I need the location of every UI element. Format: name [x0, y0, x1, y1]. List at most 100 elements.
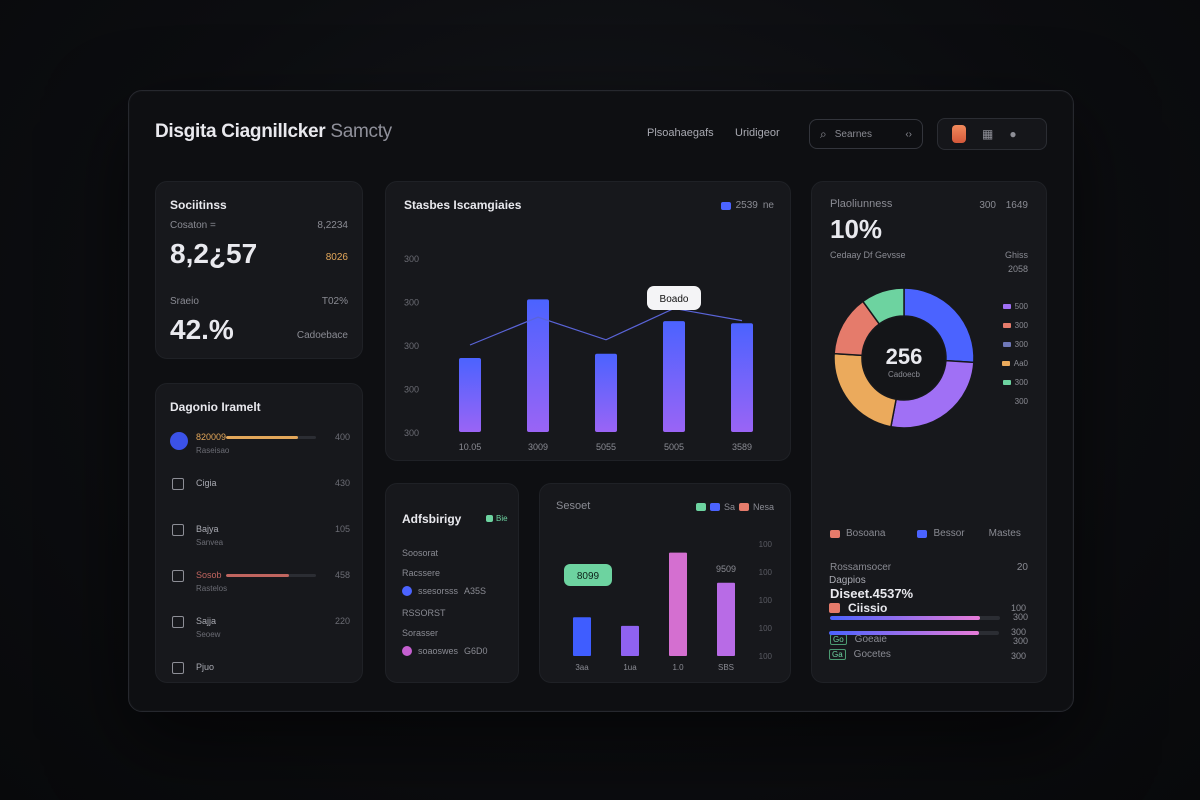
- y-tick-label: 100: [759, 540, 773, 549]
- list-item-sub: Sanvea: [196, 538, 224, 547]
- disk-badge: Go: [830, 634, 847, 645]
- list-item-progress: [226, 574, 316, 577]
- folder-icon: [172, 570, 184, 582]
- peak-label: 9509: [716, 564, 736, 574]
- list-item[interactable]: Pjuo: [170, 662, 350, 692]
- y-tick-label: 300: [404, 385, 419, 395]
- bell-icon[interactable]: ●: [1009, 127, 1017, 141]
- x-tick-label: SBS: [718, 663, 734, 672]
- activity-item-1-icon: [402, 586, 412, 596]
- tooltip-label: 8099: [577, 571, 600, 582]
- list-item-label: Sosob: [196, 570, 222, 580]
- small-legend-2: Nesa: [752, 502, 774, 512]
- summary-card: Sociitinss Cosaton = 8,2234 8,2¿57 8026 …: [155, 181, 363, 359]
- legend-swatch: [720, 201, 731, 210]
- deg-sub-label: Gocetes: [853, 649, 891, 660]
- bar: [595, 353, 617, 432]
- list-item-value: 105: [334, 524, 350, 534]
- legend-tail: ne: [762, 200, 774, 211]
- metric1-right-top: 8,2234: [317, 220, 348, 231]
- metric2-value: 42.%: [170, 314, 234, 345]
- deg-item[interactable]: Ciissio: [829, 601, 887, 615]
- main-chart-card: Stasbes Iscamgiaies 2539 ne 300 300 300 300…: [385, 181, 791, 461]
- donut-legend-swatch: [1002, 304, 1011, 309]
- donut-legend-item: 300: [1003, 397, 1028, 406]
- app-title-sub: Samcty: [330, 121, 392, 142]
- deg-value: 300: [1011, 627, 1027, 637]
- badge-dot: [486, 515, 493, 522]
- search-hint: ‹›: [905, 128, 912, 140]
- activity-item-1[interactable]: ssesorsss A35S: [402, 586, 486, 596]
- donut-legend-swatch: [1002, 380, 1011, 385]
- donut-hole: [863, 317, 945, 399]
- x-tick-label: 3aa: [575, 663, 589, 672]
- activity-item-2[interactable]: soaoswes G6D0: [402, 646, 488, 656]
- legend-swatch-blue: [709, 503, 720, 511]
- donut-legend-item: 300: [1002, 321, 1028, 330]
- disk-title: Diseet.4537%: [830, 586, 914, 601]
- small-chart: 100 100 100 100 100 3aa 1ua 1.0 SBS 9509 8099: [564, 540, 773, 672]
- list-item-value: 458: [334, 570, 350, 580]
- activity-item-2-icon: [402, 646, 412, 656]
- folder-icon: [172, 478, 184, 490]
- x-tick-label: 1.0: [672, 663, 684, 672]
- activity-item-2-label: soaoswes: [418, 646, 459, 656]
- y-tick-label: 300: [404, 428, 419, 438]
- list-item[interactable]: Bajya Sanvea 105: [170, 524, 350, 554]
- list-item[interactable]: Sosob Rastelos 458: [170, 570, 350, 600]
- main-chart-title: Stasbes Iscamgiaies: [404, 198, 522, 212]
- activity-row-4: Sorasser: [402, 628, 439, 638]
- x-tick-label: 1ua: [623, 663, 637, 672]
- deg-progress-fill: [829, 631, 979, 635]
- small-chart-legend: Sa Nesa: [695, 502, 774, 512]
- metric2-right-bottom: Cadoebace: [296, 330, 348, 341]
- bar: [621, 625, 639, 656]
- donut-legend-label: Aa0: [1013, 359, 1028, 368]
- list-item-value: 400: [334, 432, 350, 442]
- legend-bottom: Bosoana Bessor Mastes: [830, 528, 1021, 539]
- deg-badge: Ga: [829, 649, 846, 660]
- progress-list-card: Dagonio Iramelt 820009 Raseisao 400 Cigia 43…: [155, 383, 363, 683]
- donut-legend-item: Aa0: [1001, 359, 1028, 368]
- search-box[interactable]: ⌕ Searnes ‹›: [809, 119, 923, 149]
- search-icon: ⌕: [820, 126, 827, 141]
- donut-legend-label: 500: [1014, 302, 1028, 311]
- nav-link-1[interactable]: Plsoahaegafs: [647, 127, 714, 139]
- grid-icon[interactable]: ▦: [982, 127, 994, 141]
- y-tick-label: 100: [759, 624, 773, 633]
- activity-title: Adfsbirigy: [402, 512, 462, 526]
- deg-item-label: Ciissio: [848, 601, 888, 615]
- app-window: Disgita Ciagnillcker Samcty Plsoahaegafs…: [128, 90, 1074, 712]
- x-tick-label: 3009: [528, 442, 548, 452]
- avatar[interactable]: [952, 125, 966, 143]
- legend-label: 2539: [735, 200, 758, 211]
- small-chart-card: Sesoet Sa Nesa 100 100 100 100 100 3aa 1ua 1.0 S…: [539, 483, 791, 683]
- donut-center-sub: Cadoecb: [887, 370, 921, 379]
- list-item[interactable]: Sajja Seoew 220: [170, 616, 350, 646]
- tooltip-bubble: [564, 564, 612, 586]
- right-big-value: 10%: [830, 214, 883, 244]
- deg-sub: Ga Gocetes: [829, 649, 891, 660]
- legend-bottom-1: Bosoana: [846, 528, 886, 539]
- donut-legend-swatch: [1002, 342, 1011, 347]
- list-item-label: Cigia: [196, 478, 217, 488]
- right-panel-title: Plaoliunness: [830, 198, 893, 210]
- bar: [669, 552, 687, 656]
- donut-slice: [861, 287, 905, 326]
- nav-link-2[interactable]: Uridigeor: [735, 127, 780, 139]
- list-item[interactable]: 820009 Raseisao 400: [170, 432, 350, 462]
- bar: [663, 321, 685, 432]
- bar: [573, 617, 591, 656]
- deg-item-value: 100: [1011, 603, 1027, 613]
- legend-swatch-green: [695, 503, 706, 511]
- tooltip-bubble: [647, 286, 701, 310]
- right-top-a: 300: [979, 200, 996, 211]
- right-sub-left: Cedaay Df Gevsse: [830, 250, 906, 260]
- list-item[interactable]: Cigia 430: [170, 478, 350, 508]
- activity-badge-label: Bie: [496, 514, 508, 523]
- list-item-sub: Raseisao: [196, 446, 230, 455]
- y-tick-label: 100: [759, 652, 773, 661]
- disk-value: 300: [1012, 612, 1028, 622]
- legend-bottom-2: Bessor: [933, 528, 965, 539]
- y-tick-label: 300: [404, 254, 419, 264]
